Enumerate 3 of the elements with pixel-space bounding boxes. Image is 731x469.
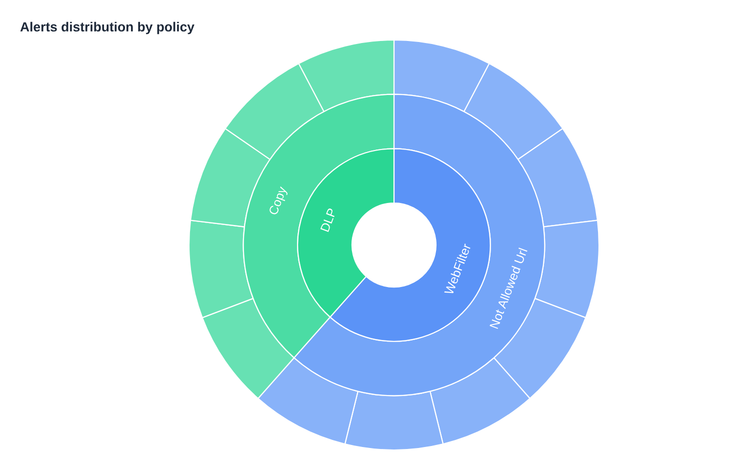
data-label: DLP <box>320 208 336 232</box>
data-label: Copy <box>268 186 290 216</box>
chart-title: Alerts distribution by policy <box>20 22 194 34</box>
